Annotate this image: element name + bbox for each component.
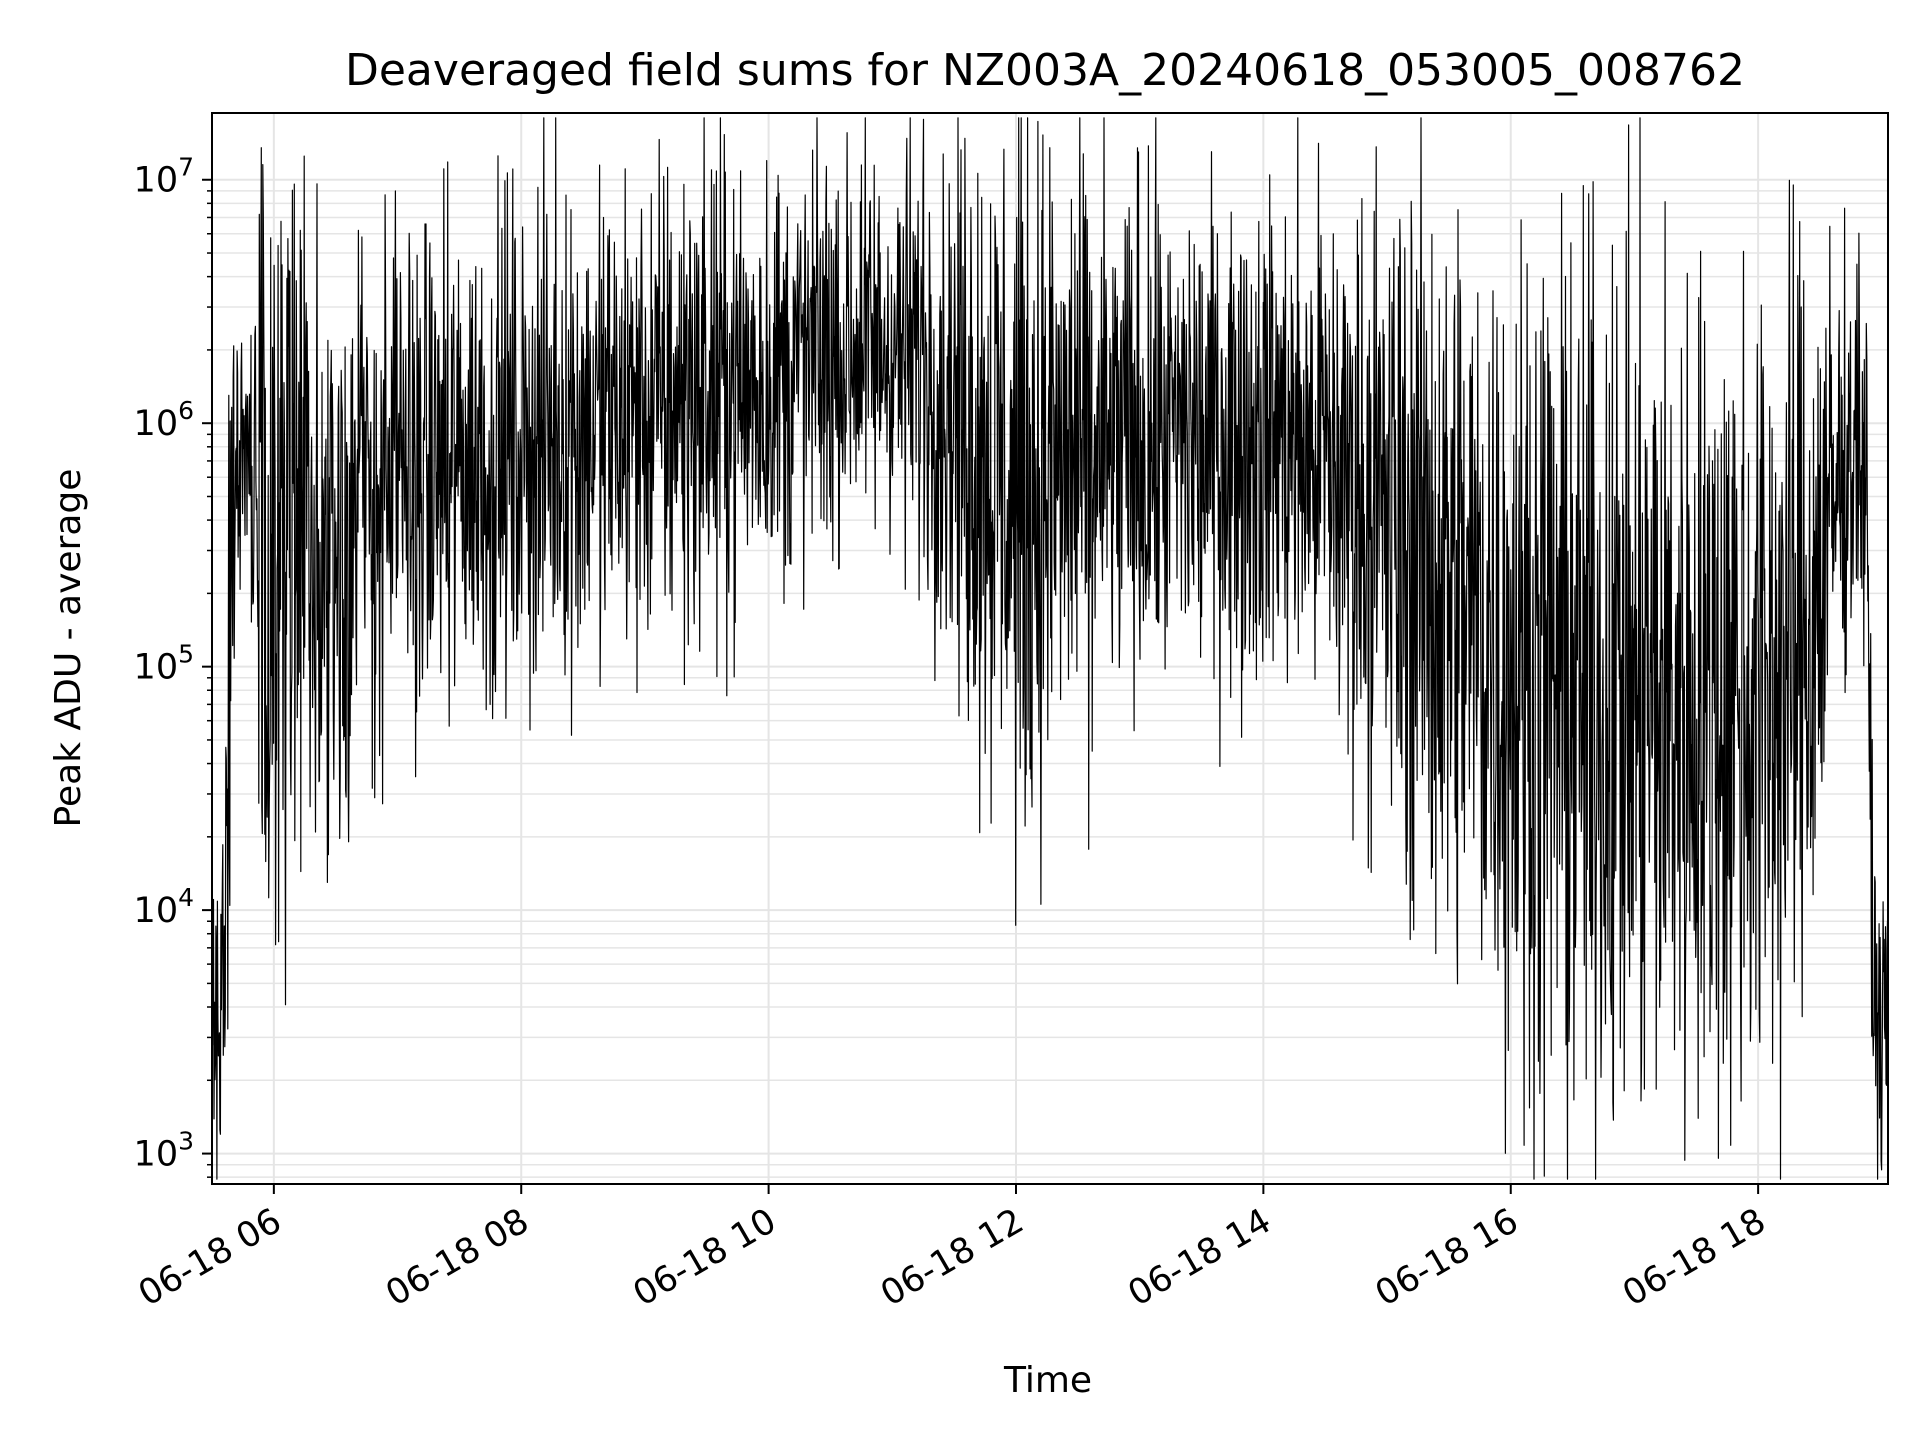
chart-title: Deaveraged field sums for NZ003A_2024061…: [345, 45, 1745, 96]
plot-area: [202, 112, 1889, 1194]
y-axis-label: Peak ADU - average: [48, 469, 89, 828]
y-tick-label: 107: [134, 153, 194, 201]
y-tick-labels: 103 104 105 106 107: [134, 153, 194, 1175]
plot-frame: [211, 112, 1889, 1185]
y-tick-label: 103: [134, 1127, 194, 1175]
x-axis-label: Time: [1003, 1360, 1092, 1401]
data-layer: [211, 117, 1889, 1180]
y-tick-label: 105: [134, 640, 194, 688]
data-series-line: [211, 117, 1889, 1180]
y-tick-label: 104: [134, 883, 194, 931]
y-tick-label: 106: [134, 396, 194, 444]
